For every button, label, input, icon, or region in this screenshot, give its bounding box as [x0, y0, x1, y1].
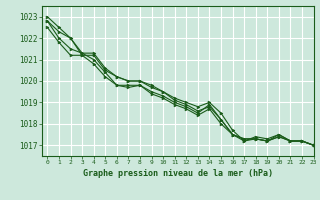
X-axis label: Graphe pression niveau de la mer (hPa): Graphe pression niveau de la mer (hPa) [83, 169, 273, 178]
